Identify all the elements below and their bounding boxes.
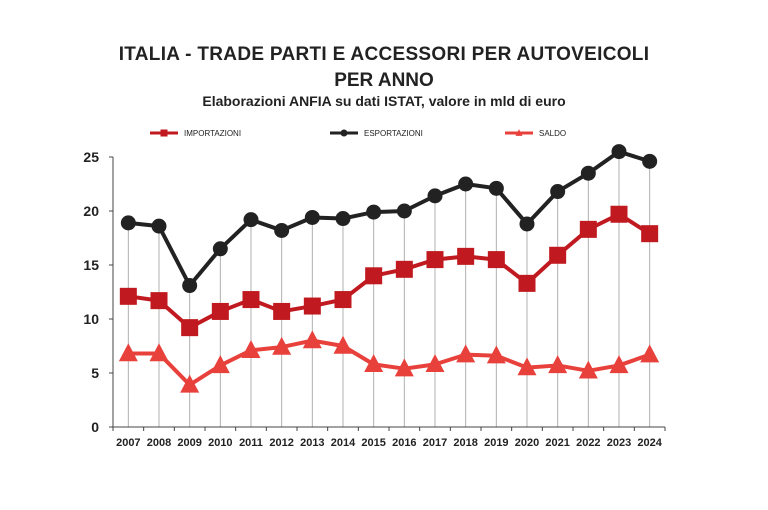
axes: 0 5 10 15 20 25 2007 2008 2009 2010 2011 2012 2013 20…	[83, 149, 666, 449]
data-point-importazioni	[273, 302, 291, 320]
data-point-saldo	[272, 336, 292, 355]
legend-label: IMPORTAZIONI	[184, 129, 241, 138]
legend-label: ESPORTAZIONI	[364, 129, 423, 138]
data-point-importazioni	[119, 287, 137, 305]
data-point-importazioni	[303, 297, 321, 315]
x-tick-label: 2019	[484, 437, 508, 449]
chart-title: ITALIA - TRADE PARTI E ACCESSORI PER AUT…	[118, 44, 650, 65]
series-line-importazioni	[128, 212, 651, 330]
x-tick-label: 2017	[423, 437, 447, 449]
data-point-esportazioni	[335, 211, 351, 227]
data-point-esportazioni	[458, 176, 474, 192]
data-point-esportazioni	[488, 180, 504, 196]
y-tick-label: 20	[83, 203, 99, 219]
data-point-saldo	[149, 343, 169, 362]
data-point-esportazioni	[274, 222, 290, 238]
data-point-esportazioni	[580, 165, 596, 181]
legend: IMPORTAZIONI ESPORTAZIONI SALDO	[150, 129, 566, 138]
x-tick-label: 2011	[239, 437, 263, 449]
x-tick-label: 2007	[116, 437, 140, 449]
data-point-esportazioni	[243, 212, 259, 228]
x-tick-label: 2010	[208, 437, 232, 449]
chart-title-line2: PER ANNO	[334, 70, 434, 91]
data-point-saldo	[394, 358, 414, 377]
data-point-saldo	[548, 355, 568, 374]
data-point-importazioni	[549, 246, 567, 264]
data-point-importazioni	[457, 247, 475, 265]
y-tick-label: 15	[83, 257, 99, 273]
x-tick-label: 2022	[576, 437, 600, 449]
data-point-esportazioni	[212, 241, 228, 257]
data-point-esportazioni	[550, 184, 566, 200]
legend-marker	[340, 129, 348, 137]
data-point-saldo	[210, 355, 230, 374]
x-tick-label: 2012	[269, 437, 293, 449]
series-lines	[118, 144, 660, 393]
x-tick-label: 2018	[453, 437, 477, 449]
data-point-saldo	[456, 344, 476, 363]
y-tick-label: 5	[91, 365, 99, 381]
data-point-saldo	[517, 357, 537, 376]
data-point-saldo	[578, 360, 598, 379]
data-point-esportazioni	[396, 203, 412, 219]
data-point-importazioni	[150, 292, 168, 310]
data-point-saldo	[640, 344, 660, 363]
data-point-esportazioni	[366, 204, 382, 220]
data-point-saldo	[486, 345, 506, 364]
data-point-importazioni	[334, 291, 352, 309]
x-tick-label: 2015	[361, 437, 385, 449]
data-point-saldo	[302, 330, 322, 349]
data-point-saldo	[425, 354, 445, 373]
data-point-saldo	[364, 354, 384, 373]
x-tick-label: 2016	[392, 437, 416, 449]
legend-marker	[160, 129, 168, 137]
x-tick-label: 2009	[177, 437, 201, 449]
x-tick-label: 2024	[637, 437, 662, 449]
data-point-saldo	[118, 343, 138, 362]
series-line-saldo	[128, 338, 651, 387]
vertical-gridlines	[127, 157, 651, 427]
series-line-esportazioni	[128, 149, 651, 288]
x-tick-label: 2013	[300, 437, 324, 449]
data-point-esportazioni	[182, 278, 198, 294]
data-point-importazioni	[211, 302, 229, 320]
x-tick-label: 2023	[607, 437, 631, 449]
data-point-esportazioni	[642, 153, 658, 169]
data-point-importazioni	[242, 291, 260, 309]
y-tick-label: 10	[83, 311, 99, 327]
data-point-saldo	[609, 355, 629, 374]
data-point-importazioni	[181, 319, 199, 337]
data-point-esportazioni	[519, 216, 535, 232]
legend-label: SALDO	[539, 129, 566, 138]
data-point-saldo	[180, 374, 200, 393]
x-tick-label: 2021	[545, 437, 569, 449]
y-tick-label: 0	[91, 419, 99, 435]
x-tick-label: 2020	[515, 437, 539, 449]
data-point-importazioni	[487, 251, 505, 269]
data-point-importazioni	[579, 220, 597, 238]
data-point-esportazioni	[151, 218, 167, 234]
legend-marker	[515, 129, 523, 136]
data-point-saldo	[333, 335, 353, 354]
data-point-esportazioni	[304, 209, 320, 225]
data-point-importazioni	[518, 274, 536, 292]
x-tick-label: 2014	[331, 437, 356, 449]
data-point-importazioni	[365, 267, 383, 285]
data-point-esportazioni	[427, 188, 443, 204]
data-point-saldo	[241, 340, 261, 359]
chart-subtitle: Elaborazioni ANFIA su dati ISTAT, valore…	[202, 93, 566, 109]
data-point-importazioni	[426, 251, 444, 269]
data-point-esportazioni	[120, 215, 136, 231]
data-point-importazioni	[641, 225, 659, 243]
data-point-importazioni	[395, 260, 413, 278]
y-tick-label: 25	[83, 149, 99, 165]
data-point-esportazioni	[611, 144, 627, 160]
data-point-importazioni	[610, 205, 628, 223]
x-tick-label: 2008	[147, 437, 171, 449]
